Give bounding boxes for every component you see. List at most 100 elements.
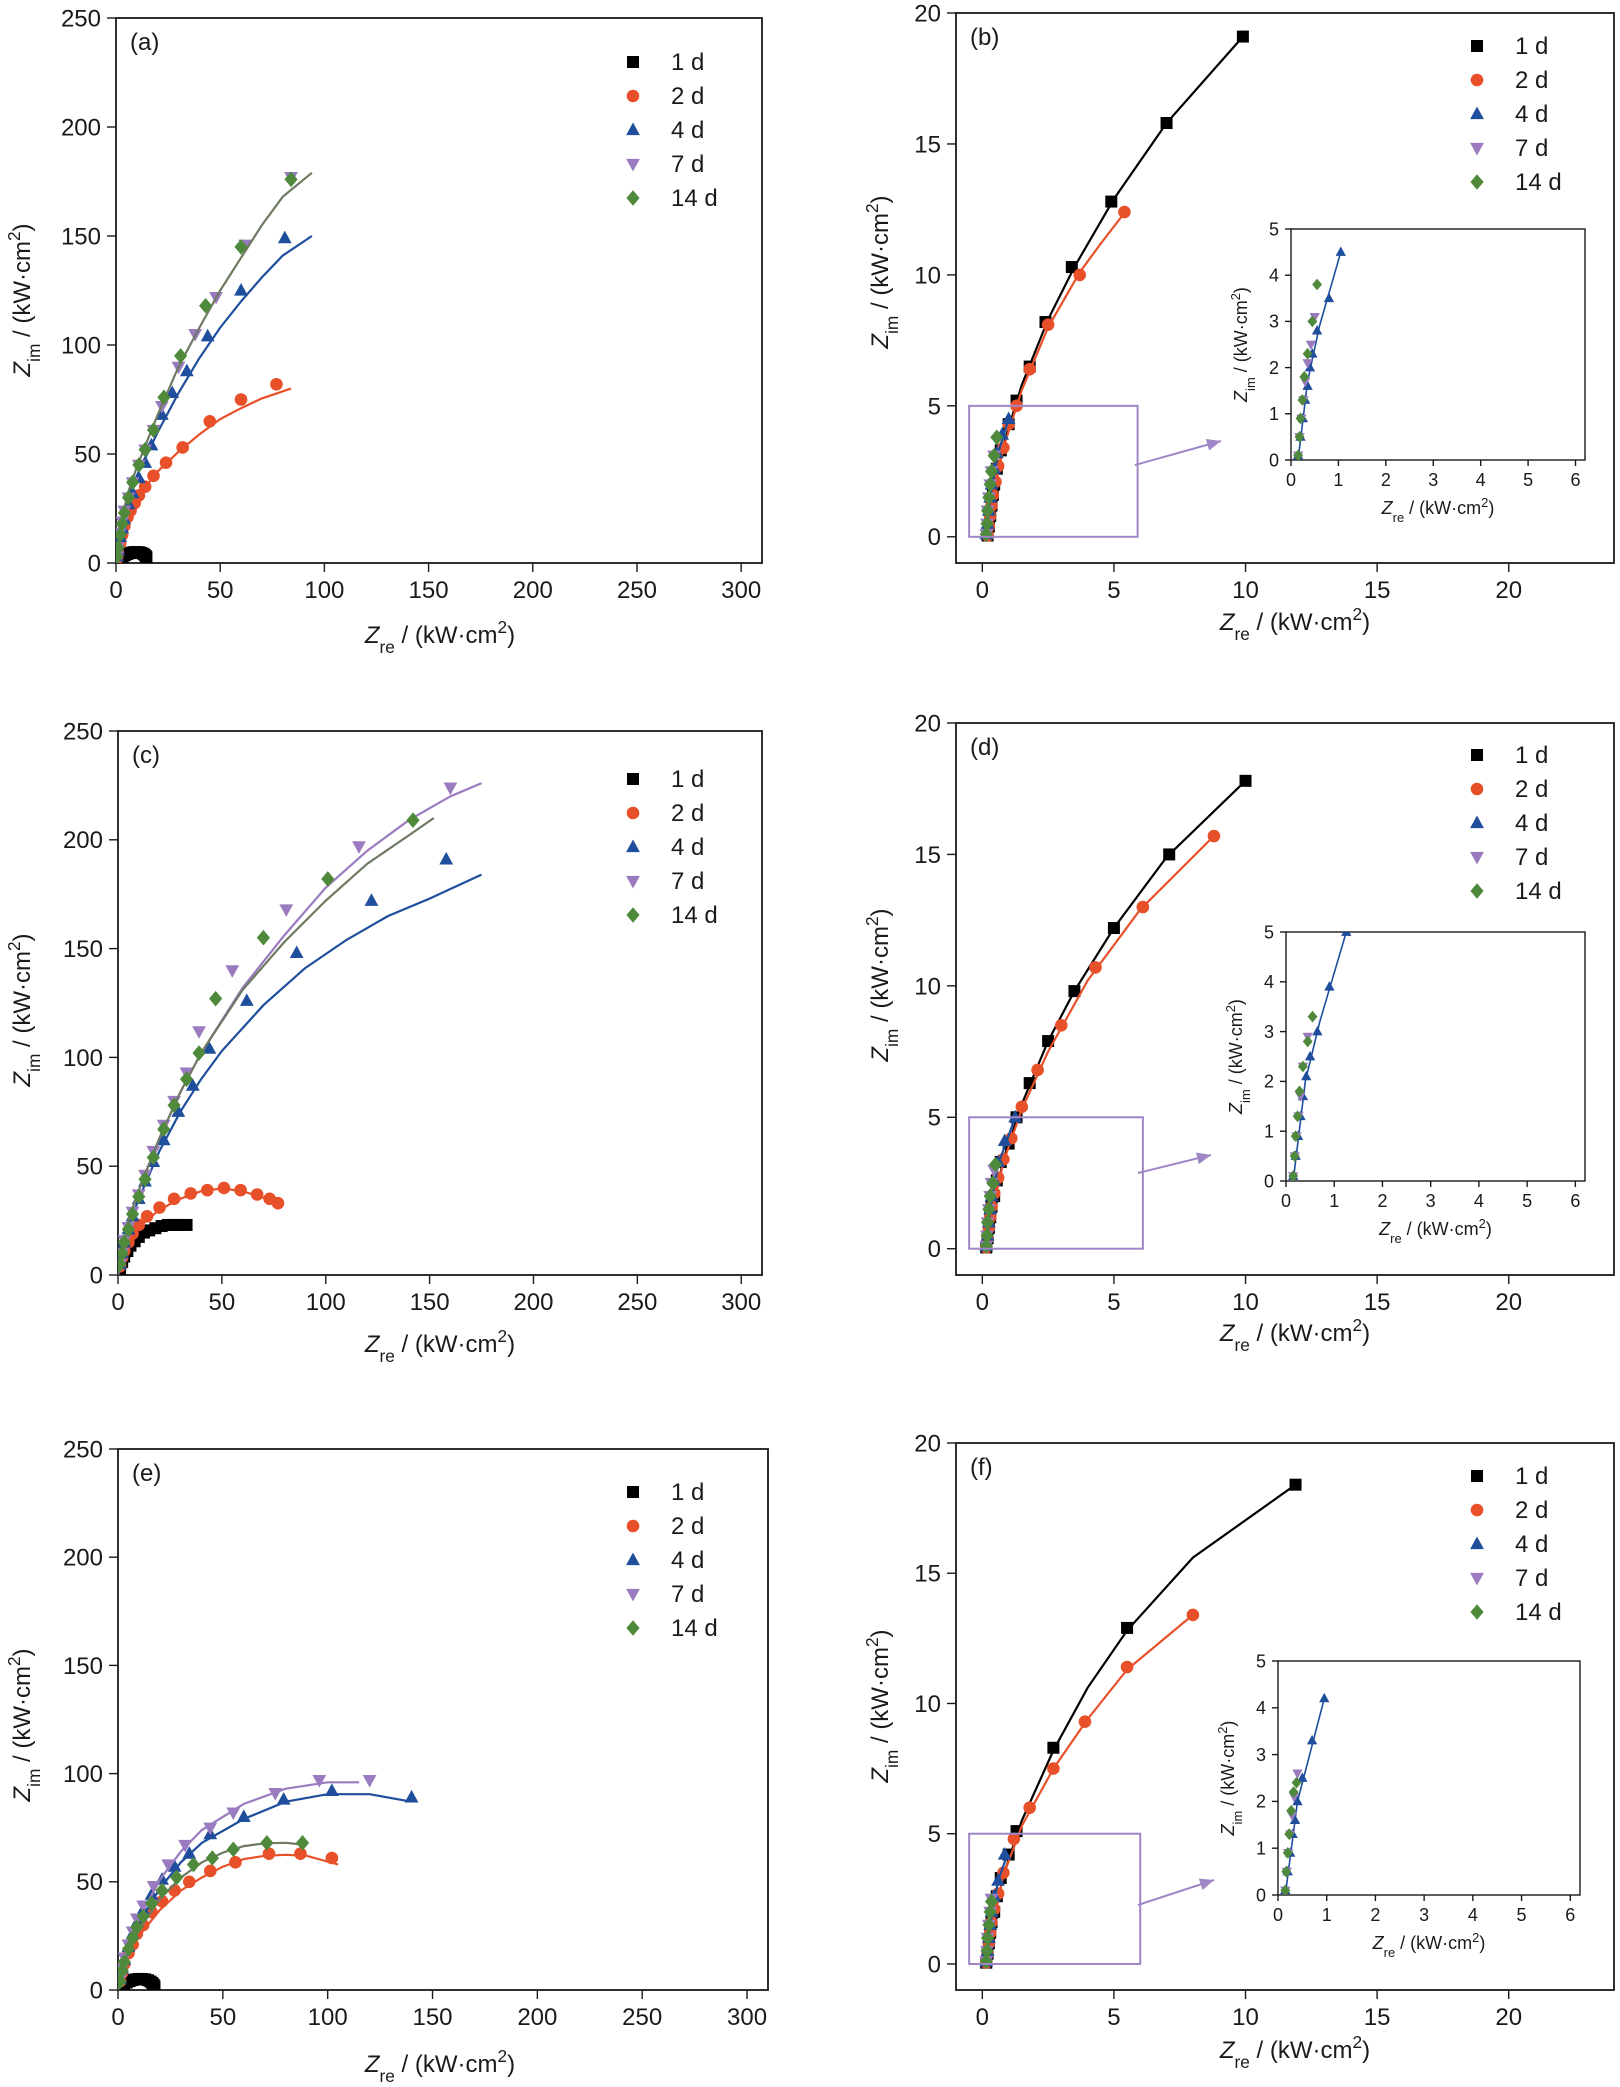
data-point: [1105, 195, 1118, 208]
data-point: [226, 1841, 240, 1858]
series-14d: [979, 429, 1004, 542]
data-point: [144, 1895, 159, 1912]
x-tick-label: 0: [1286, 470, 1296, 490]
x-tick-label: 50: [209, 2004, 236, 2031]
data-point: [1001, 411, 1016, 425]
y-tick-label: 4: [1264, 972, 1274, 992]
series-14d: [1293, 278, 1323, 460]
legend-marker: [626, 907, 640, 923]
data-point: [1047, 1741, 1060, 1754]
inset-y-axis-title: Zim / (kW·cm2): [1228, 287, 1258, 403]
series-2d: [981, 205, 1131, 542]
legend-label: 4 d: [671, 834, 704, 861]
data-point: [987, 447, 1001, 464]
fit-line: [118, 873, 482, 1275]
legend-marker: [1470, 174, 1484, 190]
data-point: [980, 502, 995, 519]
inset-y-axis-title: Zim / (kW·cm2): [1215, 1721, 1245, 1837]
data-point: [321, 871, 335, 887]
data-point: [1041, 318, 1055, 331]
x-tick-label: 10: [1232, 577, 1259, 604]
legend-marker: [1471, 749, 1483, 761]
data-point: [1324, 981, 1335, 991]
x-tick-label: 5: [1517, 1905, 1527, 1925]
x-tick-label: 200: [517, 2004, 557, 2031]
inset-background: [1231, 927, 1590, 1241]
panel-e: 0 50 100 150 200 250 300 0 50 100 150 200 250 (e) 1 d 2…: [4, 1436, 769, 2086]
legend-label: 14 d: [671, 1615, 718, 1642]
legend-label: 4 d: [1515, 810, 1548, 837]
data-point: [1290, 1130, 1301, 1143]
data-point: [229, 1856, 242, 1869]
data-point: [294, 1847, 307, 1860]
data-point: [980, 1227, 994, 1244]
data-point: [980, 1943, 994, 1959]
x-axis-title: Zre / (kW·cm2): [364, 2046, 515, 2086]
data-point: [1282, 1847, 1293, 1859]
x-tick-label: 15: [1364, 2004, 1391, 2031]
y-axis-title: Zim / (kW·cm2): [4, 933, 44, 1087]
data-point: [1291, 1776, 1302, 1789]
y-tick-label: 0: [1269, 450, 1279, 470]
zoom-arrowhead: [1195, 1152, 1211, 1165]
data-point: [1312, 278, 1323, 291]
y-tick-label: 150: [63, 1653, 103, 1680]
data-point: [289, 945, 304, 959]
legend-label: 2 d: [1515, 776, 1548, 803]
inset: 0 1 2 3 4 5 6 0 1 2 3 4 5 Zre / (kW·cm2) Zim / (kW·cm2…: [1223, 922, 1586, 1246]
data-point: [1306, 1734, 1318, 1745]
data-point: [1078, 1715, 1092, 1729]
y-tick-label: 50: [76, 1869, 103, 1896]
data-point: [130, 1919, 144, 1936]
y-tick-label: 250: [61, 5, 101, 32]
series-14d: [1288, 1010, 1318, 1181]
data-point: [118, 1973, 127, 1990]
data-point: [132, 1188, 146, 1205]
y-tick-label: 2: [1269, 358, 1279, 378]
legend-label: 1 d: [671, 1479, 704, 1506]
data-point: [1289, 1814, 1301, 1824]
x-tick-label: 2: [1370, 1905, 1380, 1925]
series-1d: [980, 774, 1252, 1254]
x-tick-label: 4: [1468, 1905, 1478, 1925]
legend-label: 14 d: [1515, 169, 1562, 196]
data-point: [1297, 394, 1308, 406]
data-point: [1335, 246, 1346, 256]
x-tick-label: 0: [976, 2004, 989, 2031]
x-tick-label: 5: [1522, 1191, 1532, 1211]
data-point: [209, 990, 223, 1007]
legend-marker: [626, 89, 640, 103]
legend-marker: [1470, 73, 1484, 87]
y-tick-label: 3: [1269, 312, 1279, 332]
legend-label: 2 d: [671, 1513, 704, 1540]
x-tick-label: 3: [1428, 470, 1438, 490]
data-point: [179, 1071, 194, 1087]
x-tick-label: 100: [308, 2004, 348, 2031]
data-point: [176, 441, 189, 454]
zoom-arrow: [1134, 440, 1222, 466]
inset-frame: [1277, 1660, 1581, 1896]
plot-area: [116, 171, 313, 563]
legend-label: 14 d: [1515, 878, 1562, 905]
y-tick-label: 5: [1256, 1651, 1266, 1671]
data-point: [1297, 1060, 1308, 1073]
data-point: [157, 1121, 171, 1138]
data-point: [1309, 312, 1320, 323]
legend-label: 14 d: [1515, 1599, 1562, 1626]
x-tick-label: 1: [1333, 470, 1343, 490]
x-tick-label: 3: [1426, 1191, 1436, 1211]
x-tick-label: 1: [1322, 1905, 1332, 1925]
data-point: [1054, 1018, 1068, 1032]
y-tick-label: 0: [1264, 1171, 1274, 1191]
x-axis-title: Zre / (kW·cm2): [364, 617, 515, 657]
zoom-arrowhead: [1205, 438, 1221, 451]
y-tick-label: 0: [1256, 1885, 1266, 1905]
data-point: [980, 515, 994, 532]
series-2d: [979, 1608, 1200, 1969]
legend-marker: [626, 806, 640, 820]
legend: 1 d 2 d 4 d 7 d 14 d: [626, 1479, 718, 1642]
legend-marker: [1470, 106, 1484, 120]
data-point: [982, 1201, 996, 1218]
y-tick-label: 1: [1264, 1122, 1274, 1142]
